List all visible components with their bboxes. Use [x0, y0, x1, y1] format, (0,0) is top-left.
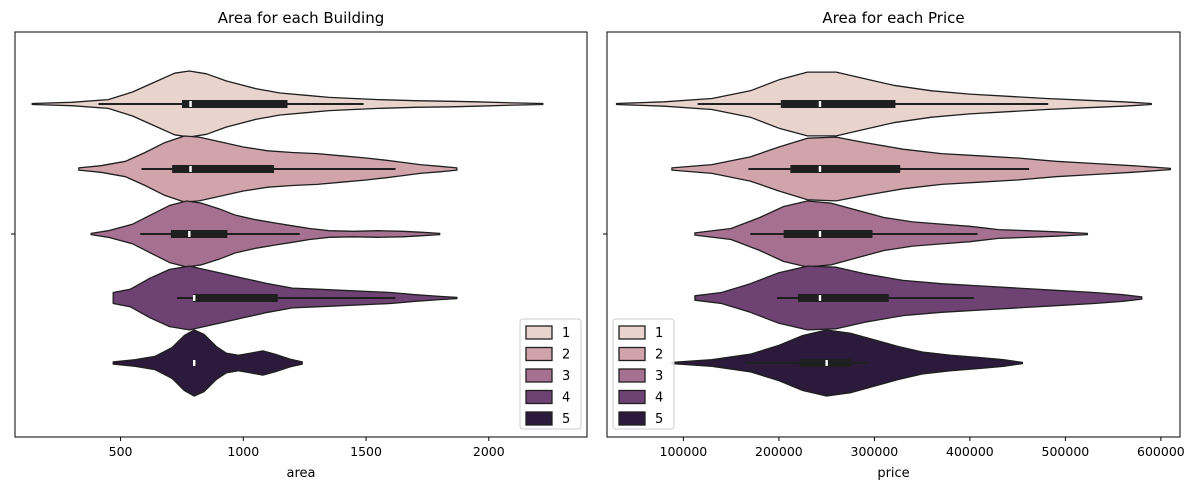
iqr-box-2	[172, 165, 274, 173]
median-5	[193, 360, 196, 366]
median-5	[825, 360, 828, 366]
legend-label-1: 1	[562, 326, 570, 341]
legend-label-4: 4	[562, 391, 570, 406]
iqr-box-4	[798, 294, 889, 302]
median-3	[188, 231, 191, 237]
legend-label-1: 1	[655, 326, 663, 341]
x-tick-label-500: 500	[109, 444, 133, 459]
legend-swatch-3	[525, 368, 553, 383]
violin-5	[112, 329, 303, 397]
legend-label-2: 2	[562, 348, 570, 363]
legend-label-3: 3	[562, 369, 570, 384]
iqr-box-3	[783, 230, 873, 238]
legend-swatch-2	[525, 346, 553, 362]
legend-label-2: 2	[655, 348, 663, 363]
x-axis-label: area	[287, 466, 316, 481]
median-4	[818, 295, 822, 301]
legend-label-3: 3	[655, 369, 663, 384]
x-tick-label-200000: 200000	[755, 444, 803, 459]
legend-label-5: 5	[562, 412, 570, 427]
legend: 1 2 3 4 5	[612, 318, 675, 430]
legend-swatch-4	[525, 389, 553, 405]
median-1	[189, 101, 192, 107]
x-tick-label-500000: 500000	[1042, 444, 1090, 459]
legend-swatch-1	[618, 325, 646, 340]
iqr-box-3	[170, 230, 228, 238]
legend-swatch-5	[525, 411, 553, 426]
x-tick-label-1000: 1000	[227, 444, 259, 459]
legend-swatch-4	[618, 389, 646, 405]
median-1	[818, 101, 822, 107]
legend-swatch-1	[525, 325, 553, 340]
iqr-box-1	[181, 100, 288, 108]
x-tick-label-1500: 1500	[350, 444, 382, 459]
legend: 1 2 3 4 5	[519, 318, 582, 430]
legend-swatch-3	[618, 368, 646, 383]
median-3	[818, 231, 822, 237]
iqr-box-2	[790, 165, 901, 173]
chart-title: Area for each Building	[218, 9, 384, 27]
panel-1: Area for each Building 500 1000 1500 2000 are…	[11, 9, 588, 481]
x-axis-label: price	[877, 466, 909, 481]
x-tick-label-600000: 600000	[1137, 444, 1185, 459]
median-2	[189, 166, 192, 172]
legend-swatch-2	[618, 346, 646, 362]
panel-2: Area for each Price 100000 200000 300000 400…	[603, 9, 1185, 481]
median-2	[818, 166, 822, 172]
median-4	[193, 295, 196, 301]
iqr-box-4	[192, 294, 278, 302]
legend-label-5: 5	[655, 412, 663, 427]
x-tick-label-400000: 400000	[946, 444, 994, 459]
iqr-box-1	[780, 100, 896, 108]
x-tick-label-100000: 100000	[660, 444, 708, 459]
x-tick-label-2000: 2000	[473, 444, 505, 459]
chart-title: Area for each Price	[822, 9, 964, 27]
legend-label-4: 4	[655, 391, 663, 406]
x-tick-label-300000: 300000	[851, 444, 899, 459]
legend-swatch-5	[618, 411, 646, 426]
